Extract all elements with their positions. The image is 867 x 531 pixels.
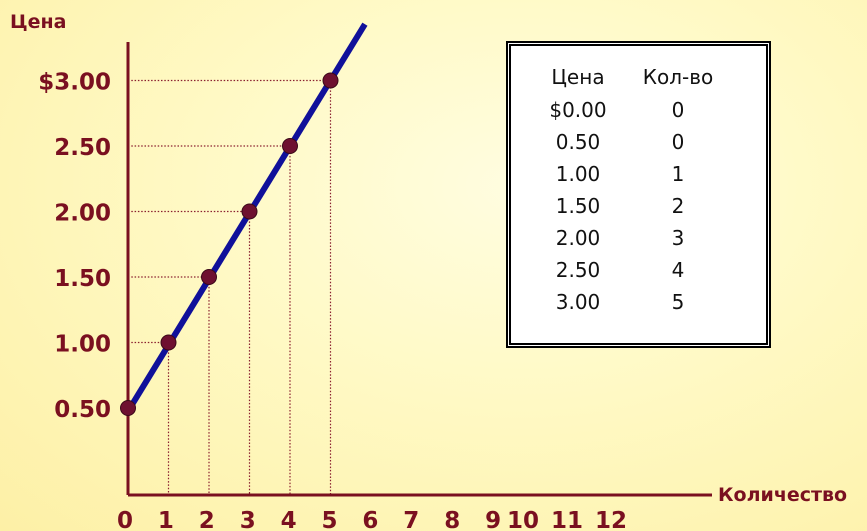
data-point-marker [120,400,136,416]
schedule-table: Цена Кол-во $0.00 0 0.50 0 1.00 1 1.50 2 2.0… [533,60,733,318]
x-tick-label: 9 [485,508,501,531]
quantity-cell: 0 [671,98,685,122]
table-row: 2.00 3 [533,222,733,254]
data-point-marker [201,269,217,285]
price-quantity-table: Цена Кол-во $0.00 0 0.50 0 1.00 1 1.50 2 2.0… [506,41,771,348]
price-cell: 3.00 [555,290,601,314]
y-tick-label: 2.00 [54,201,111,227]
guide-lines [128,79,332,495]
y-tick-label: $3.00 [38,70,111,96]
quantity-cell: 1 [671,162,685,186]
y-axis-label: Цена [10,11,66,33]
y-tick-label: 2.50 [54,135,111,161]
price-column-header: Цена [551,65,605,89]
price-cell: 2.50 [555,258,601,282]
x-tick-label: 1 [158,508,174,531]
quantity-column-header: Кол-во [642,65,714,89]
quantity-cell: 4 [671,258,685,282]
quantity-cell: 2 [671,194,685,218]
price-cell: 1.50 [555,194,601,218]
price-cell: 0.50 [555,130,601,154]
data-point-marker [322,72,339,89]
x-axis-label: Количество [718,484,847,506]
data-point-marker [282,138,298,154]
table-row: 2.50 4 [533,254,733,286]
table-row: 0.50 0 [533,126,733,158]
quantity-cell: 5 [671,290,685,314]
data-point-marker [241,203,258,220]
table-row: 1.00 1 [533,158,733,190]
price-cell: $0.00 [549,98,607,122]
quantity-cell: 0 [671,130,685,154]
y-tick-label: 1.00 [54,332,111,358]
data-points [120,72,339,416]
quantity-cell: 3 [671,226,685,250]
x-tick-label: 11 [551,508,583,531]
table-row: 3.00 5 [533,286,733,318]
x-tick-label: 2 [199,508,215,531]
table-row: $0.00 0 [533,94,733,126]
price-cell: 2.00 [555,226,601,250]
y-tick-label: 0.50 [54,397,111,423]
x-tick-label: 4 [281,508,297,531]
x-tick-label: 10 [507,508,539,531]
y-tick-labels: 0.50 1.00 1.50 2.00 2.50 $3.00 [38,70,111,424]
y-tick-label: 1.50 [54,266,111,292]
data-point-marker [160,334,177,351]
x-tick-label: 12 [595,508,627,531]
x-tick-label: 7 [403,508,419,531]
table-row: 1.50 2 [533,190,733,222]
x-tick-labels: 0 1 2 3 4 5 6 7 8 9 10 11 12 [117,508,627,531]
x-tick-label: 8 [444,508,460,531]
x-tick-label: 0 [117,508,133,531]
x-tick-label: 5 [321,508,337,531]
table-header-row: Цена Кол-во [533,60,733,94]
x-tick-label: 6 [362,508,378,531]
x-tick-label: 3 [240,508,256,531]
price-cell: 1.00 [555,162,601,186]
